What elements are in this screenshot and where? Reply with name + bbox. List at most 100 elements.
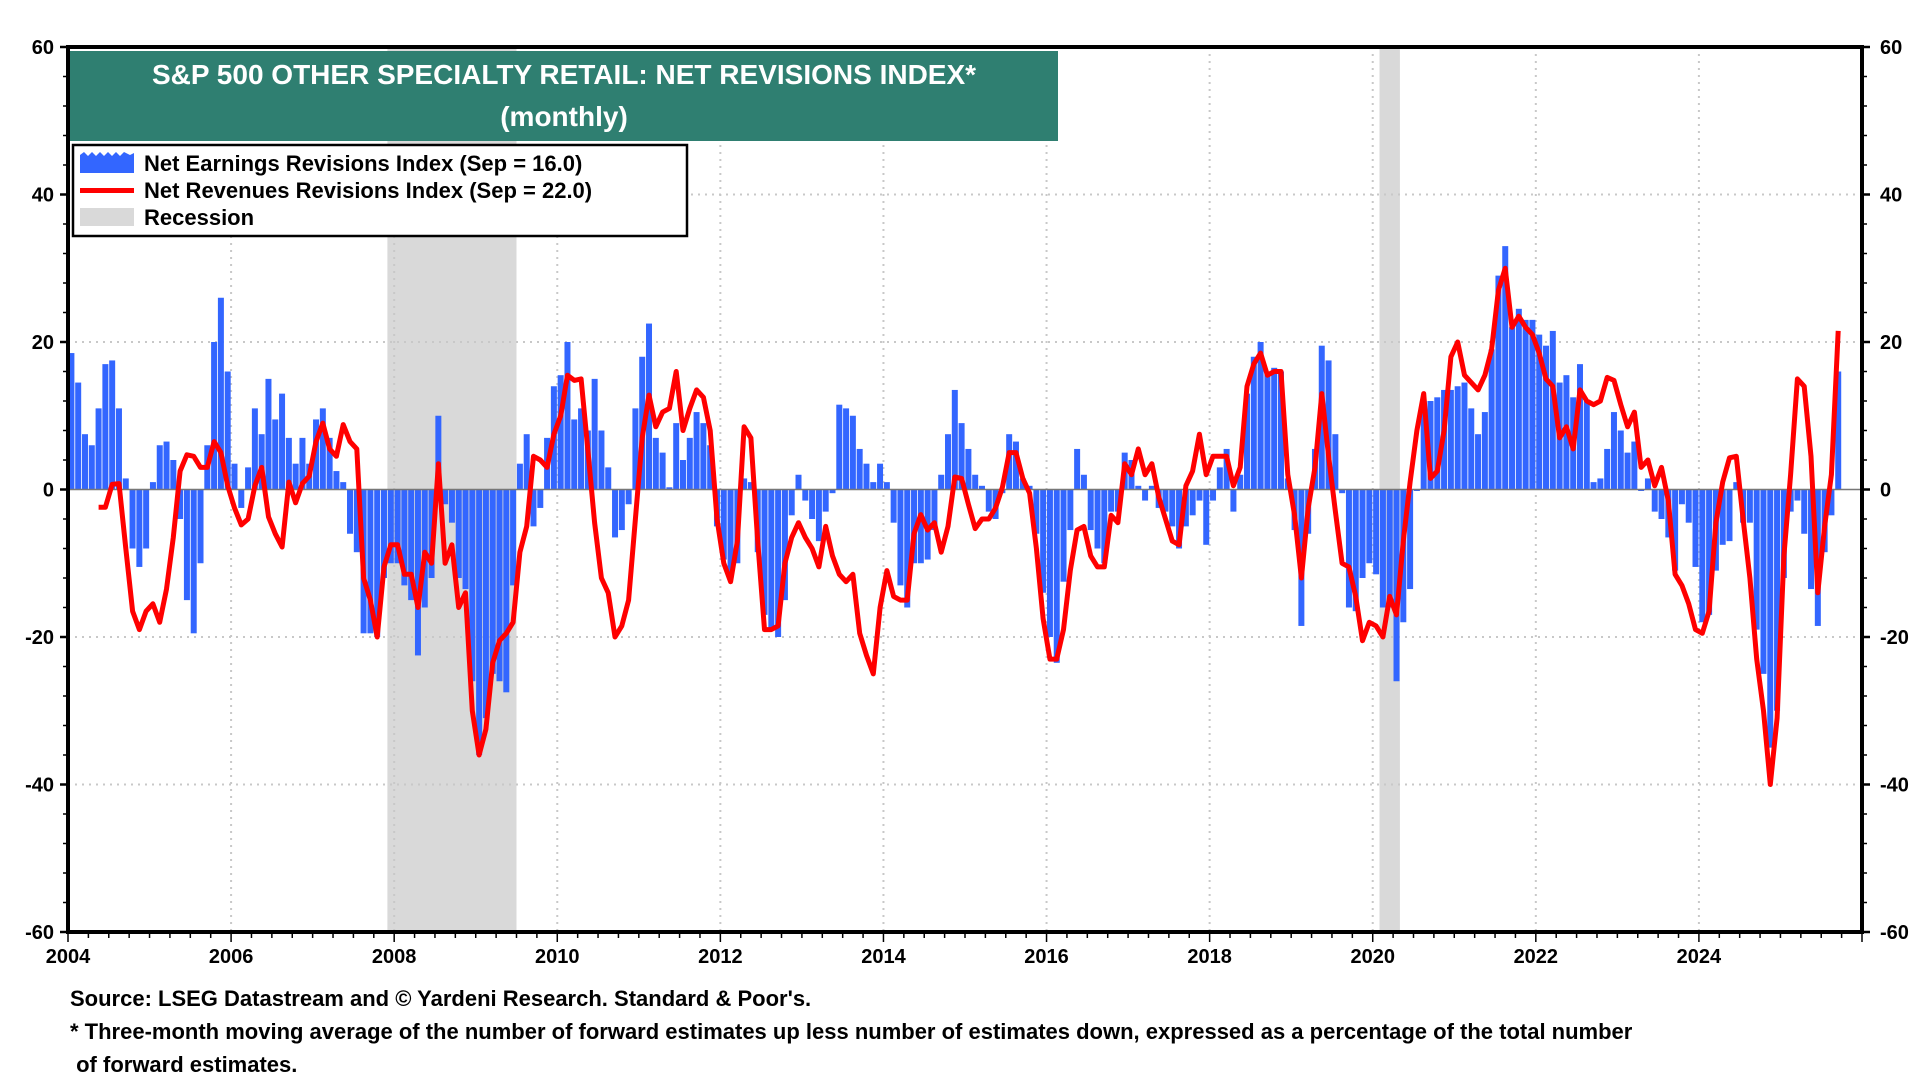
earnings-bar	[1108, 489, 1115, 512]
earnings-bars	[68, 246, 1842, 755]
earnings-bar	[136, 489, 143, 567]
earnings-bar	[1454, 386, 1461, 490]
earnings-bar	[666, 487, 673, 490]
legend-earnings-swatch	[80, 152, 134, 173]
earnings-bar	[1719, 489, 1726, 545]
earnings-bar	[1148, 485, 1155, 490]
earnings-bar	[401, 489, 408, 586]
earnings-bar	[319, 408, 326, 490]
earnings-bar	[1142, 489, 1149, 501]
earnings-bar	[945, 434, 952, 490]
earnings-bar	[557, 375, 564, 490]
earnings-bar	[1753, 489, 1760, 630]
earnings-bar	[1033, 489, 1040, 534]
earnings-bar	[442, 489, 449, 505]
earnings-bar	[1101, 489, 1108, 564]
earnings-bar	[591, 378, 598, 490]
earnings-bar	[1407, 489, 1414, 590]
earnings-bar	[1604, 448, 1611, 490]
earnings-bar	[1196, 489, 1203, 501]
earnings-bar	[1420, 401, 1427, 490]
earnings-bar	[618, 489, 625, 531]
earnings-bar	[1162, 489, 1169, 512]
x-tick-label: 2016	[1024, 946, 1069, 968]
earnings-bar	[917, 489, 924, 564]
earnings-bar	[414, 489, 421, 656]
earnings-bar	[1509, 327, 1516, 490]
earnings-bar	[1264, 371, 1271, 490]
earnings-bar	[1114, 489, 1121, 512]
earnings-bar	[1366, 489, 1373, 564]
earnings-bar	[1080, 474, 1087, 490]
earnings-bar	[224, 371, 231, 490]
earnings-bar	[972, 474, 979, 490]
earnings-bar	[761, 489, 768, 615]
earnings-bar	[931, 489, 938, 531]
earnings-bar	[1760, 489, 1767, 674]
earnings-bar	[149, 482, 156, 490]
earnings-bar	[1808, 489, 1815, 590]
earnings-bar	[747, 482, 754, 490]
earnings-bar	[1427, 401, 1434, 490]
earnings-bar	[238, 489, 245, 508]
earnings-bar	[1617, 430, 1624, 490]
earnings-bar	[904, 489, 911, 608]
earnings-bar	[1699, 489, 1706, 623]
earnings-bar	[374, 489, 381, 637]
earnings-bar	[265, 378, 272, 490]
footnote-line-2: of forward estimates.	[70, 1052, 297, 1077]
y-tick-label-left: 20	[32, 332, 54, 354]
x-tick-label: 2014	[861, 946, 906, 968]
earnings-bar	[1828, 489, 1835, 516]
earnings-bar	[1576, 364, 1583, 490]
revenues-line	[98, 265, 1841, 787]
earnings-bar	[115, 408, 122, 490]
earnings-bar	[476, 489, 483, 755]
earnings-bar	[727, 489, 734, 578]
earnings-bar	[632, 408, 639, 490]
chart-subtitle: (monthly)	[500, 101, 628, 132]
earnings-bar	[530, 489, 537, 527]
earnings-bar	[1461, 382, 1468, 490]
earnings-bar	[829, 489, 836, 494]
earnings-bar	[394, 489, 401, 564]
earnings-bar	[1067, 489, 1074, 531]
earnings-bar	[1801, 489, 1808, 534]
earnings-bar	[1373, 489, 1380, 575]
earnings-bar	[1488, 349, 1495, 490]
earnings-bar	[258, 434, 265, 490]
legend-earnings-label: Net Earnings Revisions Index (Sep = 16.0…	[144, 151, 582, 176]
earnings-bar	[421, 489, 428, 608]
earnings-bar	[612, 489, 619, 538]
earnings-bar	[1651, 489, 1658, 512]
earnings-bar	[129, 489, 136, 549]
earnings-bar	[122, 478, 129, 490]
earnings-bar	[1774, 489, 1781, 711]
earnings-bar	[496, 489, 503, 682]
legend-box	[71, 143, 689, 238]
earnings-bar	[856, 448, 863, 490]
earnings-bar	[1393, 489, 1400, 682]
earnings-bar	[1481, 412, 1488, 490]
earnings-bar	[183, 489, 190, 601]
earnings-bar	[822, 489, 829, 512]
earnings-bar	[333, 471, 340, 490]
earnings-bar	[836, 404, 843, 490]
y-tick-label-left: 0	[43, 480, 54, 502]
earnings-bar	[1046, 489, 1053, 637]
earnings-bar	[1692, 489, 1699, 567]
earnings-bar	[1658, 489, 1665, 519]
earnings-bar	[163, 441, 170, 490]
earnings-bar	[81, 434, 88, 490]
earnings-bar	[1169, 489, 1176, 527]
y-tick-label-right: -60	[1880, 922, 1909, 944]
earnings-bar	[353, 489, 360, 553]
earnings-bar	[788, 489, 795, 516]
legend: Net Earnings Revisions Index (Sep = 16.0…	[71, 143, 689, 238]
earnings-bar	[347, 489, 354, 534]
earnings-bar	[1495, 275, 1502, 490]
y-tick-label-left: -60	[25, 922, 54, 944]
footnote-line-1: * Three-month moving average of the numb…	[70, 1019, 1633, 1044]
source-note: Source: LSEG Datastream and © Yardeni Re…	[70, 986, 811, 1011]
earnings-bar	[326, 437, 333, 490]
